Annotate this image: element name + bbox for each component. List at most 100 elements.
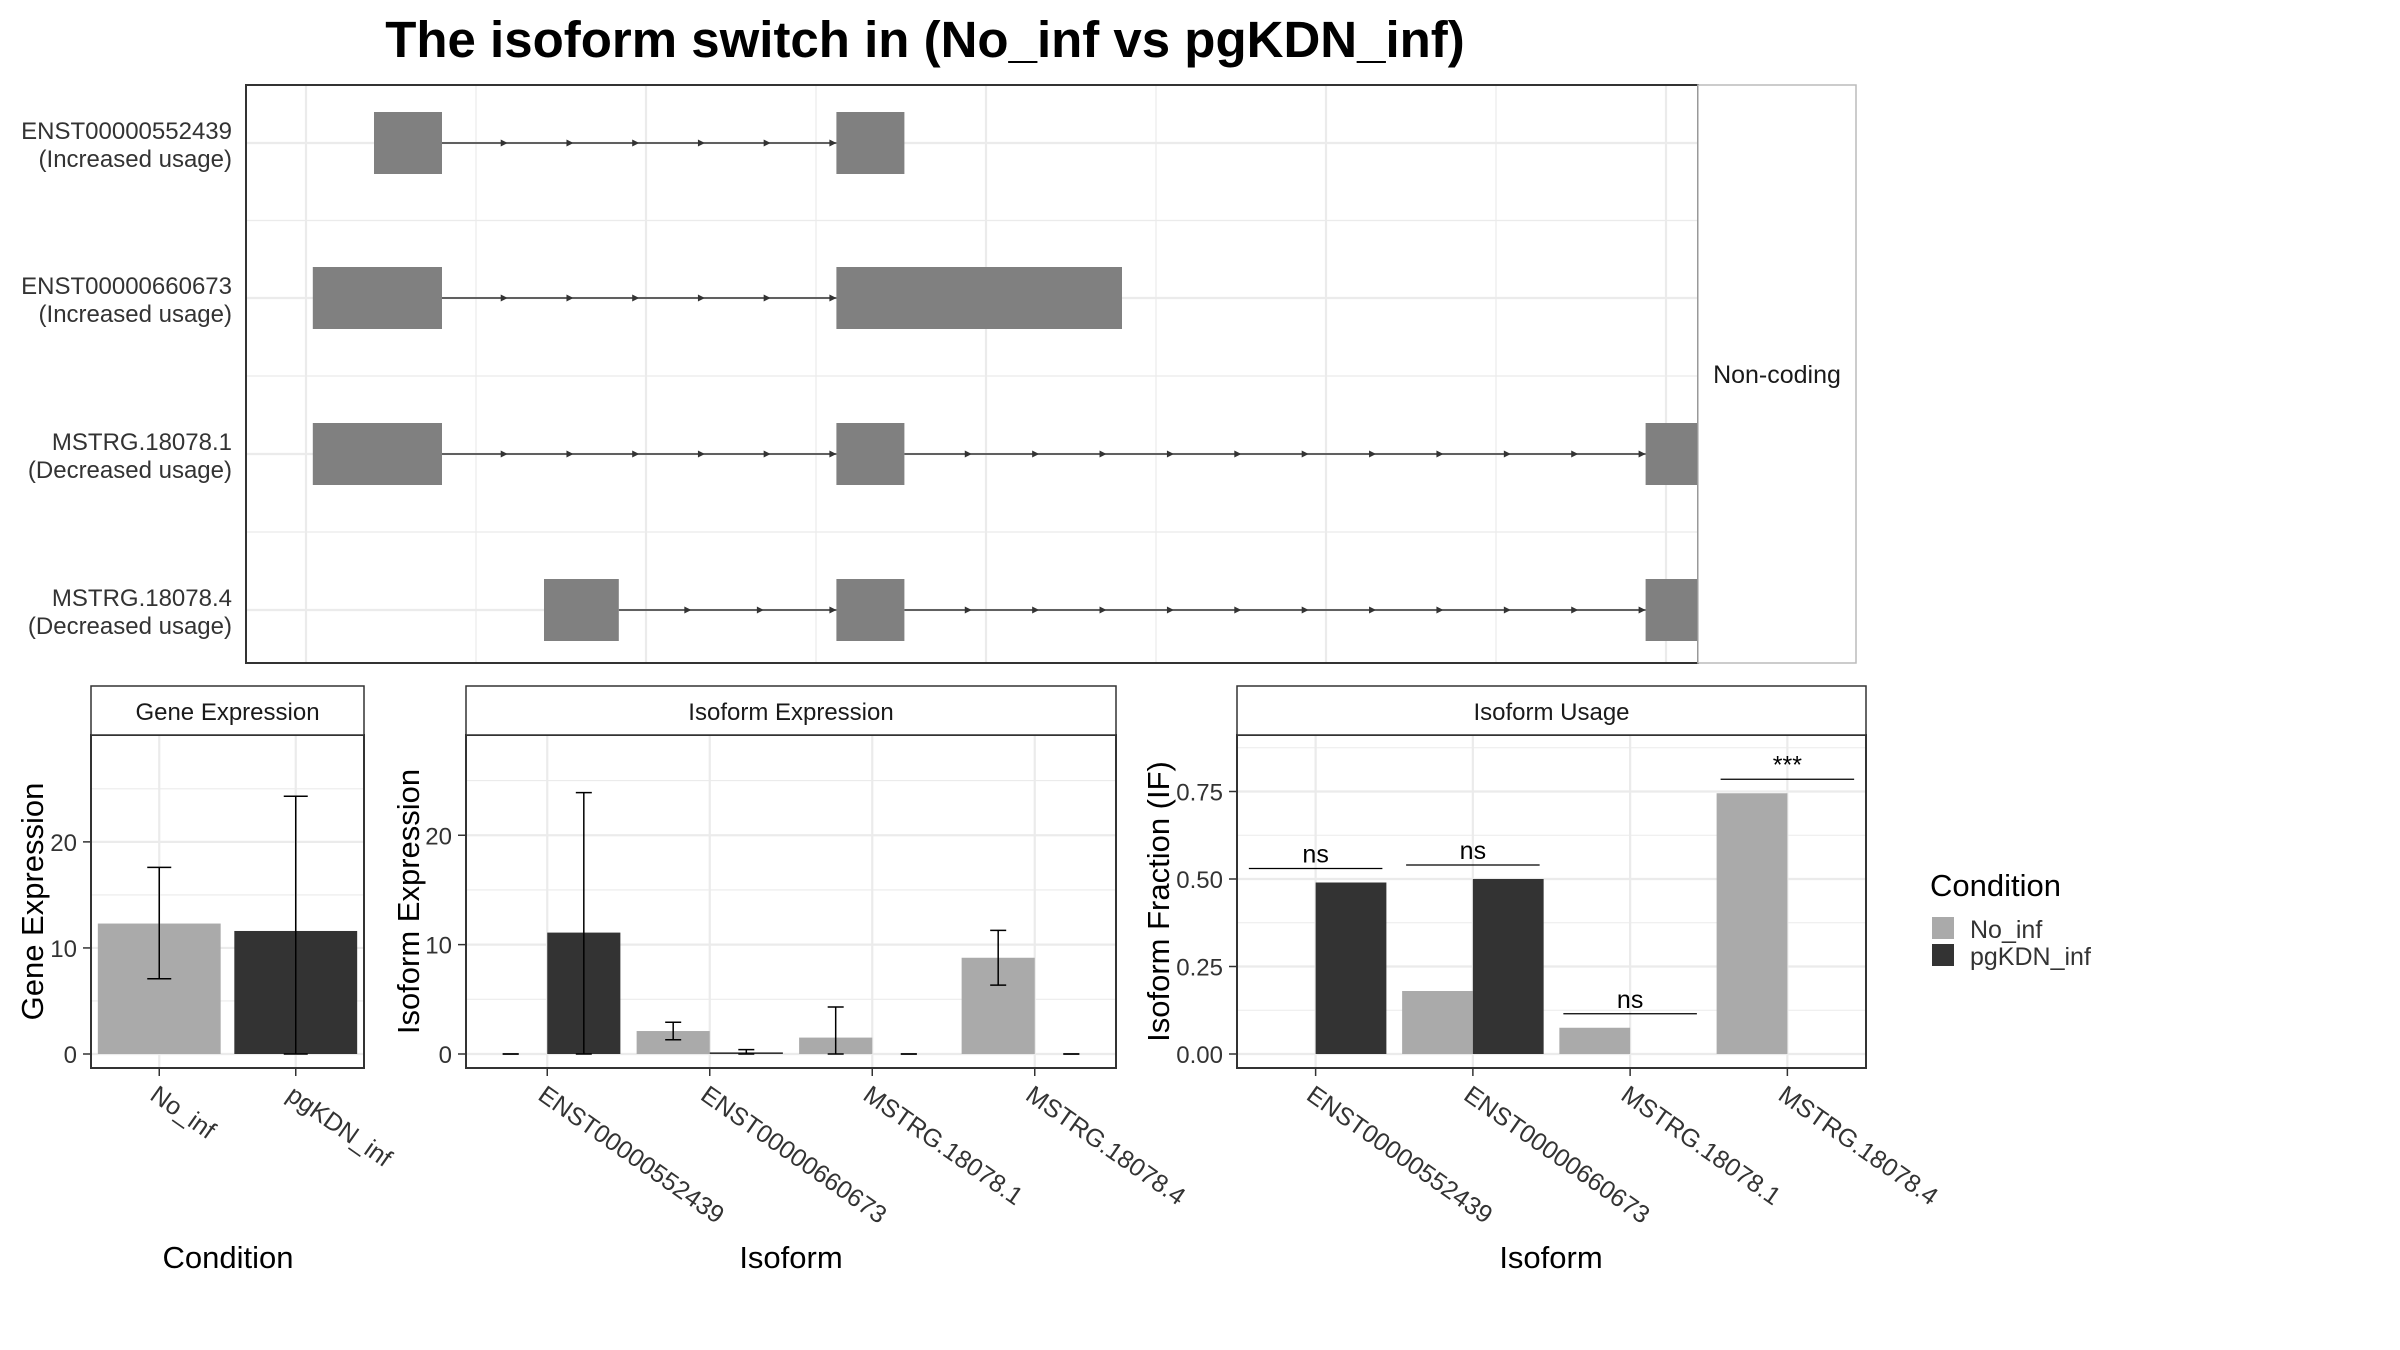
transcript-status-label: (Decreased usage) xyxy=(28,457,232,484)
structure-transcripts xyxy=(312,112,1707,641)
intron-arrow xyxy=(763,450,771,458)
intron-arrow xyxy=(500,450,508,458)
transcript-structure-panel: Non-coding ENST00000552439(Increased usa… xyxy=(21,84,1857,664)
legend-swatch-no-inf xyxy=(1932,917,1954,939)
bar-no-inf xyxy=(1559,1027,1631,1054)
x-axis-title: Isoform xyxy=(739,1240,842,1275)
intron-arrow xyxy=(500,139,508,147)
intron-arrow xyxy=(829,450,837,458)
intron-arrow xyxy=(763,139,771,147)
y-tick-label: 0 xyxy=(439,1042,452,1069)
legend: Condition No_inf pgKDN_inf xyxy=(1930,868,2091,971)
transcript-status-label: (Increased usage) xyxy=(39,301,232,328)
intron-arrow xyxy=(763,294,771,302)
intron-arrow xyxy=(1166,450,1174,458)
significance-label: ns xyxy=(1617,986,1643,1014)
x-tick-label: MSTRG.18078.1 xyxy=(1616,1081,1786,1212)
x-tick-label: MSTRG.18078.4 xyxy=(1021,1081,1191,1212)
intron-arrow xyxy=(829,139,837,147)
intron-arrow xyxy=(632,139,640,147)
panel-strip xyxy=(465,685,1117,736)
intron-arrow xyxy=(829,606,837,614)
intron-arrow xyxy=(1099,450,1107,458)
y-tick-label: 20 xyxy=(50,830,77,857)
y-tick-label: 0 xyxy=(64,1042,77,1069)
intron-arrow xyxy=(1571,450,1579,458)
intron-arrow xyxy=(1301,606,1309,614)
intron-arrow xyxy=(697,450,705,458)
y-axis-title: Isoform Expression xyxy=(391,769,426,1034)
intron-arrow xyxy=(1436,606,1444,614)
bar-no-inf xyxy=(1716,793,1788,1054)
intron-arrow xyxy=(1369,450,1377,458)
intron-arrow xyxy=(1032,450,1040,458)
y-tick-label: 10 xyxy=(50,936,77,963)
intron-arrow xyxy=(756,606,764,614)
intron-arrow xyxy=(964,450,972,458)
intron-arrow xyxy=(697,139,705,147)
transcript-status-label: (Decreased usage) xyxy=(28,613,232,640)
significance-label: *** xyxy=(1773,751,1802,779)
structure-strip-label: Non-coding xyxy=(1713,361,1841,389)
intron-arrow xyxy=(684,606,692,614)
x-axis-title: Isoform xyxy=(1499,1240,1602,1275)
intron-arrow xyxy=(1436,450,1444,458)
x-axis-title: Condition xyxy=(163,1240,294,1275)
y-tick-label: 0.50 xyxy=(1176,867,1223,894)
significance-label: ns xyxy=(1302,841,1328,869)
panel-title: Isoform Expression xyxy=(688,699,893,726)
intron-arrow xyxy=(1503,450,1511,458)
intron-arrow xyxy=(566,139,574,147)
bar-pgkdn-inf xyxy=(1315,882,1387,1054)
panel-strip xyxy=(90,685,365,736)
y-tick-label: 10 xyxy=(425,933,452,960)
y-tick-label: 0.25 xyxy=(1176,955,1223,982)
exon-block xyxy=(836,112,905,174)
bar-no-inf xyxy=(1402,991,1473,1054)
intron-arrow xyxy=(632,450,640,458)
intron-arrow xyxy=(1638,606,1646,614)
transcript-id-label: MSTRG.18078.1 xyxy=(52,429,232,456)
x-tick-label: No_inf xyxy=(145,1081,220,1145)
legend-label-no-inf: No_inf xyxy=(1970,916,2042,944)
figure-title: The isoform switch in (No_inf vs pgKDN_i… xyxy=(385,11,1465,68)
x-tick-label: MSTRG.18078.1 xyxy=(858,1081,1028,1212)
intron-arrow xyxy=(1571,606,1579,614)
legend-title: Condition xyxy=(1930,868,2061,903)
panel-title: Isoform Usage xyxy=(1473,699,1629,726)
bar-no-inf xyxy=(636,1031,710,1054)
transcript-labels: ENST00000552439(Increased usage)ENST0000… xyxy=(21,118,232,640)
intron-arrow xyxy=(697,294,705,302)
intron-arrow xyxy=(566,294,574,302)
structure-strip xyxy=(1697,84,1857,664)
transcript-id-label: MSTRG.18078.4 xyxy=(52,585,232,612)
intron-arrow xyxy=(964,606,972,614)
y-tick-label: 20 xyxy=(425,823,452,850)
intron-arrow xyxy=(566,450,574,458)
transcript-id-label: ENST00000660673 xyxy=(21,273,232,300)
exon-block xyxy=(312,267,442,329)
x-tick-label: pgKDN_inf xyxy=(282,1081,397,1173)
panel-strip xyxy=(1236,685,1867,736)
intron-arrow xyxy=(1234,450,1242,458)
structure-plot-background xyxy=(246,85,1698,663)
intron-arrow xyxy=(1032,606,1040,614)
intron-arrow xyxy=(829,294,837,302)
transcript-id-label: ENST00000552439 xyxy=(21,118,232,145)
legend-swatch-pgkdn-inf xyxy=(1932,944,1954,966)
y-axis-title: Isoform Fraction (IF) xyxy=(1141,761,1176,1042)
exon-block xyxy=(544,579,619,641)
x-tick-label: MSTRG.18078.4 xyxy=(1773,1081,1943,1212)
intron-arrow xyxy=(1369,606,1377,614)
intron-arrow xyxy=(1638,450,1646,458)
exon-block xyxy=(1645,579,1707,641)
exon-block xyxy=(836,579,905,641)
transcript-status-label: (Increased usage) xyxy=(39,146,232,173)
intron-arrow xyxy=(1234,606,1242,614)
intron-arrow xyxy=(632,294,640,302)
exon-block xyxy=(374,112,442,174)
